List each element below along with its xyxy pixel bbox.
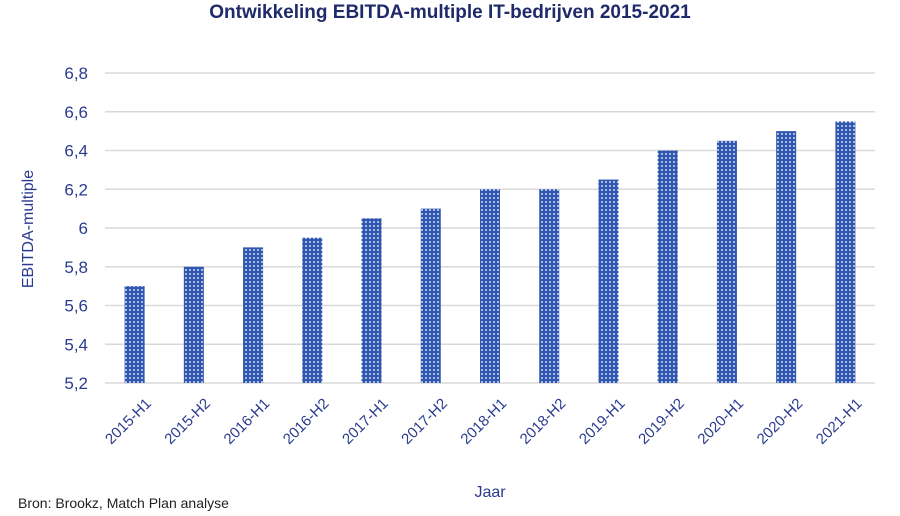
y-tick-label: 6,8	[64, 64, 88, 83]
bar-2020-H2	[776, 131, 797, 383]
x-tick-label: 2016-H1	[221, 395, 274, 448]
y-axis-label: EBITDA-multiple	[20, 170, 37, 288]
x-tick-label: 2017-H1	[339, 395, 392, 448]
x-tick-label: 2016-H2	[280, 395, 333, 448]
bar-2015-H2	[183, 266, 204, 383]
bar-2020-H1	[716, 140, 737, 383]
bar-2019-H2	[657, 150, 678, 383]
bar-2017-H1	[361, 218, 382, 383]
bar-2021-H1	[835, 121, 856, 383]
y-tick-label: 5,2	[64, 374, 88, 393]
bars	[124, 121, 856, 383]
x-tick-label: 2019-H2	[635, 395, 688, 448]
chart-title: Ontwikkeling EBITDA-multiple IT-bedrijve…	[209, 2, 691, 23]
y-tick-label: 6	[79, 219, 88, 238]
x-tick-label: 2015-H2	[161, 395, 214, 448]
x-tick-label: 2017-H2	[398, 395, 451, 448]
y-axis-ticks: 5,2 5,4 5,6 5,8 6 6,2 6,4 6,6 6,8	[64, 64, 88, 393]
bar-2016-H1	[243, 247, 264, 383]
y-tick-label: 6,2	[64, 180, 88, 199]
x-tick-label: 2020-H1	[694, 395, 747, 448]
x-tick-label: 2019-H1	[576, 395, 629, 448]
bar-2015-H1	[124, 286, 145, 383]
y-tick-label: 5,8	[64, 258, 88, 277]
source-note: Bron: Brookz, Match Plan analyse	[18, 495, 229, 511]
bar-2018-H1	[480, 189, 500, 383]
y-tick-label: 5,4	[64, 335, 88, 354]
x-tick-label: 2020-H2	[754, 395, 807, 448]
bar-2019-H1	[598, 179, 619, 383]
x-tick-label: 2021-H1	[813, 395, 866, 448]
bar-2017-H2	[420, 208, 441, 383]
bar-2018-H2	[539, 189, 560, 383]
x-axis-label: Jaar	[474, 484, 506, 501]
x-axis-ticks: 2015-H1 2015-H2 2016-H1 2016-H2 2017-H1 2017-…	[102, 395, 865, 448]
y-tick-label: 5,6	[64, 297, 88, 316]
y-tick-label: 6,6	[64, 103, 88, 122]
bar-2016-H2	[302, 237, 323, 383]
x-tick-label: 2018-H2	[517, 395, 570, 448]
x-tick-label: 2018-H1	[457, 395, 510, 448]
x-tick-label: 2015-H1	[102, 395, 155, 448]
y-tick-label: 6,4	[64, 142, 88, 161]
